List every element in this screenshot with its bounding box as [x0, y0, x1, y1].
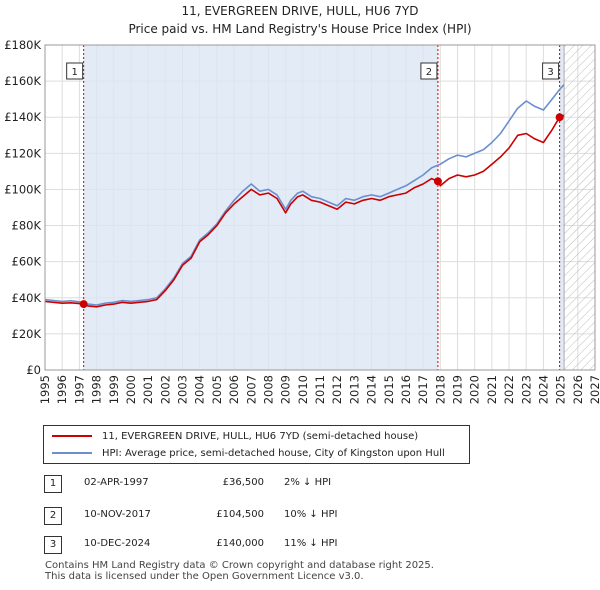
sale-badge-box	[66, 62, 84, 80]
x-tick-label: 2000	[124, 375, 138, 404]
transaction-hpi-diff: 11% ↓ HPI	[284, 538, 338, 549]
transaction-price: £36,500	[222, 477, 264, 488]
sale-point	[79, 300, 88, 309]
x-tick-label: 2011	[313, 375, 327, 404]
y-tick-label: £160K	[4, 74, 41, 88]
transaction-number: 2	[44, 507, 62, 525]
x-tick-label: 2001	[141, 375, 155, 404]
chart-subtitle: Price paid vs. HM Land Registry's House …	[128, 22, 472, 36]
x-tick-label: 2006	[227, 375, 241, 404]
sale-badge-box	[420, 62, 438, 80]
x-tick-label: 1996	[55, 375, 69, 404]
sale-badge-label: 1	[71, 67, 77, 78]
x-tick-label: 2014	[365, 375, 379, 404]
y-tick-label: £40K	[12, 291, 42, 305]
x-tick-label: 2027	[588, 375, 600, 404]
x-tick-label: 2025	[554, 375, 568, 404]
x-tick-label: 2008	[261, 375, 275, 404]
y-tick-label: £180K	[4, 38, 41, 52]
x-tick-label: 2020	[468, 375, 482, 404]
future-hatch	[564, 45, 595, 370]
x-tick-label: 2003	[176, 375, 190, 404]
y-tick-label: £120K	[4, 146, 41, 160]
footer-copyright: Contains HM Land Registry data © Crown c…	[45, 560, 434, 571]
x-tick-label: 2024	[536, 375, 550, 404]
future-shading	[83, 45, 595, 370]
legend-label-hpi: HPI: Average price, semi-detached house,…	[102, 447, 445, 459]
series-lines	[44, 84, 565, 308]
legend-label-property: 11, EVERGREEN DRIVE, HULL, HU6 7YD (semi…	[102, 430, 419, 442]
x-tick-label: 2019	[451, 375, 465, 404]
chart-title-block: 11, EVERGREEN DRIVE, HULL, HU6 7YD Price…	[0, 2, 600, 38]
property-series-line	[44, 114, 565, 308]
x-tick-label: 2023	[519, 375, 533, 404]
ownership-shading	[559, 45, 565, 370]
ownership-shading	[83, 45, 438, 370]
x-tick-label: 1995	[38, 375, 52, 404]
x-tick-label: 2007	[244, 375, 258, 404]
transaction-number: 3	[44, 536, 62, 554]
x-tick-label: 2013	[347, 375, 361, 404]
sale-badge-label: 3	[547, 67, 553, 78]
legend-swatch-property	[52, 435, 92, 437]
x-tick-label: 1997	[72, 375, 86, 404]
transaction-date: 10-NOV-2017	[84, 509, 151, 520]
x-tick-label: 2005	[210, 375, 224, 404]
x-tick-label: 2009	[279, 375, 293, 404]
y-tick-label: £80K	[12, 219, 42, 233]
x-tick-label: 1999	[107, 375, 121, 404]
x-tick-label: 2010	[296, 375, 310, 404]
x-tick-label: 1998	[90, 375, 104, 404]
price-chart: 1 2 3 £0 £20K £40K £60K £80K £100K £120K £140K £16…	[4, 38, 600, 404]
y-tick-label: £140K	[4, 110, 41, 124]
x-tick-label: 2015	[382, 375, 396, 404]
legend-item-hpi: HPI: Average price, semi-detached house,…	[52, 445, 445, 461]
hpi-series-line	[44, 84, 565, 306]
transaction-row: 1 02-APR-1997 £36,500 2% ↓ HPI	[44, 475, 384, 493]
transaction-row: 3 10-DEC-2024 £140,000 11% ↓ HPI	[44, 536, 384, 554]
x-tick-label: 2017	[416, 375, 430, 404]
sale-point	[433, 177, 442, 186]
x-tick-label: 2002	[158, 375, 172, 404]
transaction-hpi-diff: 2% ↓ HPI	[284, 477, 332, 488]
sale-point	[555, 113, 564, 122]
x-tick-label: 2016	[399, 375, 413, 404]
plot-frame	[44, 44, 596, 371]
transaction-date: 02-APR-1997	[84, 477, 149, 488]
footer-licence: This data is licensed under the Open Gov…	[45, 571, 364, 582]
legend-swatch-hpi	[52, 452, 92, 454]
chart-title: 11, EVERGREEN DRIVE, HULL, HU6 7YD	[181, 4, 419, 18]
transaction-price: £140,000	[216, 538, 264, 549]
transaction-hpi-diff: 10% ↓ HPI	[284, 509, 338, 520]
x-tick-label: 2026	[571, 375, 585, 404]
transaction-date: 10-DEC-2024	[84, 538, 151, 549]
transaction-price: £104,500	[216, 509, 264, 520]
transaction-number: 1	[44, 475, 62, 493]
axes: £0 £20K £40K £60K £80K £100K £120K £140K £160K £1…	[4, 38, 600, 404]
y-tick-label: £100K	[4, 182, 41, 196]
sale-badge-box	[542, 62, 560, 80]
sale-badge-label: 2	[426, 67, 432, 78]
legend: 11, EVERGREEN DRIVE, HULL, HU6 7YD (semi…	[43, 425, 470, 464]
transaction-row: 2 10-NOV-2017 £104,500 10% ↓ HPI	[44, 507, 384, 525]
legend-item-property: 11, EVERGREEN DRIVE, HULL, HU6 7YD (semi…	[52, 428, 418, 444]
footer: Contains HM Land Registry data © Crown c…	[45, 560, 434, 582]
x-tick-label: 2004	[193, 375, 207, 404]
x-tick-label: 2012	[330, 375, 344, 404]
y-tick-label: £0	[26, 363, 41, 377]
sale-badges: 1 2 3	[66, 62, 560, 80]
y-tick-label: £60K	[12, 255, 42, 269]
x-tick-label: 2022	[502, 375, 516, 404]
x-tick-label: 2018	[433, 375, 447, 404]
y-tick-label: £20K	[12, 327, 42, 341]
sale-points	[79, 113, 564, 309]
x-tick-label: 2021	[485, 375, 499, 404]
